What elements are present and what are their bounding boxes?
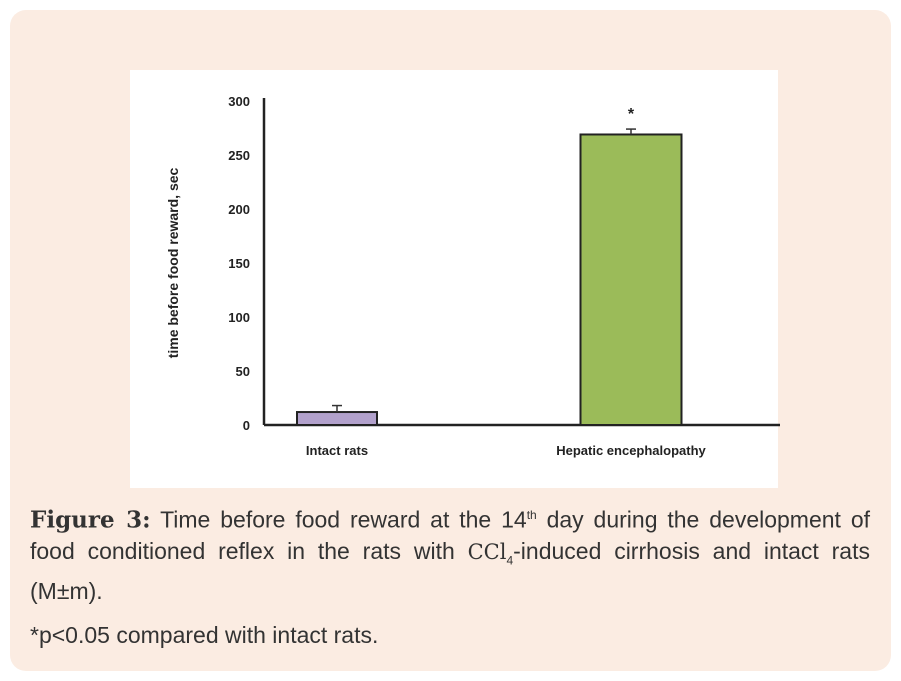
y-tick-label: 250 xyxy=(228,148,250,163)
y-tick-label: 0 xyxy=(243,418,250,433)
y-tick-label: 50 xyxy=(236,364,250,379)
caption-label: Figure 3: xyxy=(30,506,151,534)
bar-1 xyxy=(579,133,683,426)
bar-0 xyxy=(296,411,378,427)
y-tick-label: 200 xyxy=(228,202,250,217)
significance-marker: * xyxy=(628,106,635,123)
footnote: *p<0.05 compared with intact rats. xyxy=(30,622,379,648)
x-tick-label: Hepatic encephalopathy xyxy=(556,443,706,458)
y-tick-label: 300 xyxy=(228,94,250,109)
y-tick-label: 100 xyxy=(228,310,250,325)
y-axis-title: time before food reward, sec xyxy=(165,167,181,358)
y-tick-label: 150 xyxy=(228,256,250,271)
x-tick-label: Intact rats xyxy=(306,443,368,458)
bar-chart: 0 50 100 150 200 250 300 time before food rewar… xyxy=(165,94,780,458)
figure-caption: Figure 3: Time before food reward at the… xyxy=(30,506,871,605)
